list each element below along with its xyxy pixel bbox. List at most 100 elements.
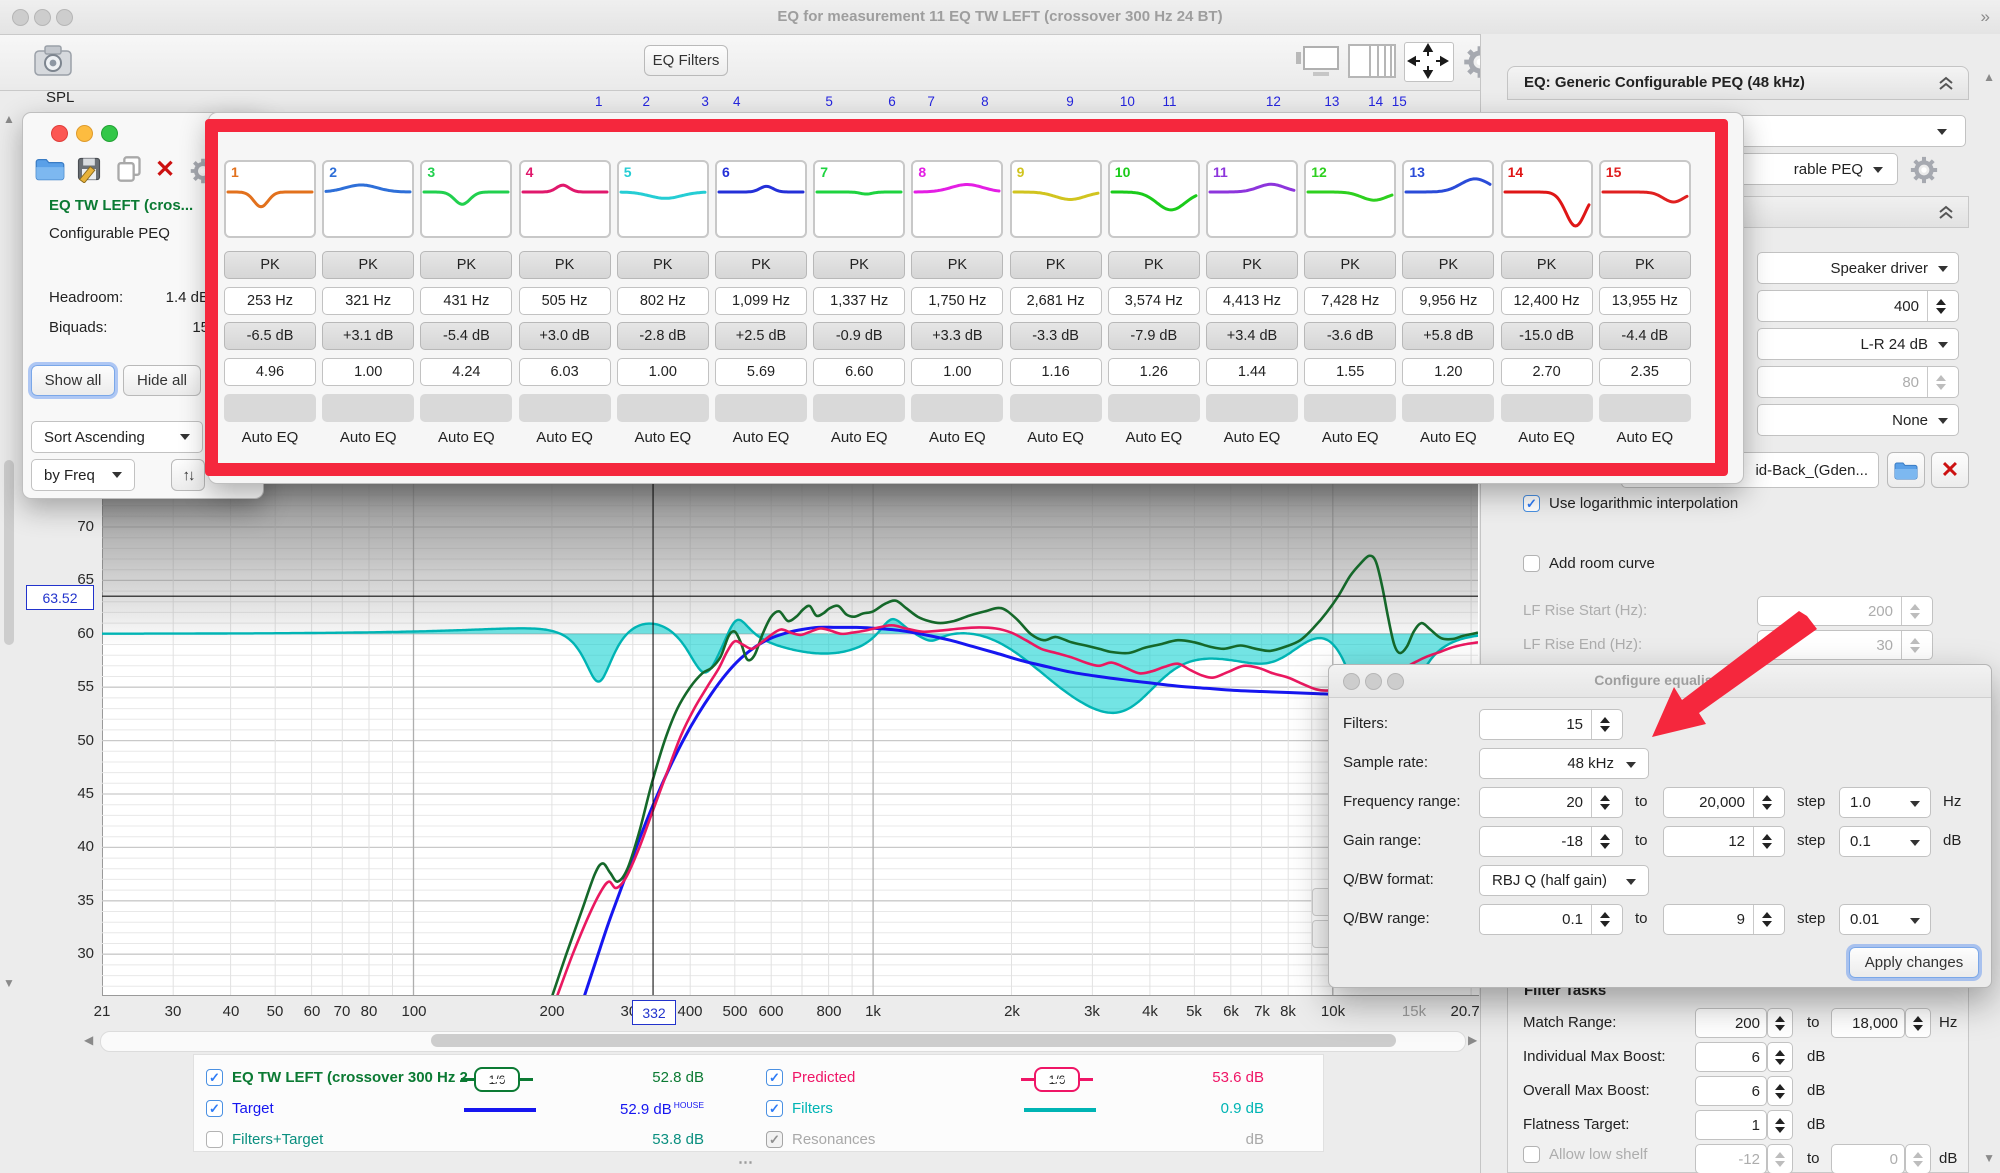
gain-range-to-spinner[interactable]: 12 xyxy=(1663,826,1785,857)
filter-q-field[interactable]: 2.35 xyxy=(1599,358,1691,386)
log-interp-checkbox[interactable]: ✓ xyxy=(1523,495,1540,512)
filter-shape-card[interactable]: 8 xyxy=(911,160,1003,238)
filter-type-button[interactable]: PK xyxy=(1108,251,1200,279)
auto-eq-button[interactable]: Auto EQ xyxy=(322,429,414,453)
filter-type-button[interactable]: PK xyxy=(813,251,905,279)
house-curve-dropdown[interactable]: None xyxy=(1757,404,1959,436)
filter-frequency-field[interactable]: 802 Hz xyxy=(617,287,709,315)
filter-bypass-button[interactable] xyxy=(813,394,905,422)
filter-shape-card[interactable]: 3 xyxy=(420,160,512,238)
filter-q-field[interactable]: 1.20 xyxy=(1402,358,1494,386)
filter-shape-card[interactable]: 5 xyxy=(617,160,709,238)
filter-frequency-field[interactable]: 1,750 Hz xyxy=(911,287,1003,315)
filter-gain-field[interactable]: -4.4 dB xyxy=(1599,322,1691,350)
filter-q-field[interactable]: 6.60 xyxy=(813,358,905,386)
auto-eq-button[interactable]: Auto EQ xyxy=(519,429,611,453)
filter-gain-field[interactable]: +3.3 dB xyxy=(911,322,1003,350)
pan-arrows-icon[interactable] xyxy=(1404,42,1454,82)
toolbar-overflow-chevron[interactable]: » xyxy=(1981,7,1990,27)
filter-type-button[interactable]: PK xyxy=(1599,251,1691,279)
auto-eq-button[interactable]: Auto EQ xyxy=(813,429,905,453)
overall-max-boost-spinner[interactable]: 6 xyxy=(1695,1076,1767,1106)
sort-direction-button[interactable]: ↑↓ xyxy=(171,459,205,491)
clear-file-button[interactable]: ✕ xyxy=(1931,452,1969,488)
filter-gain-field[interactable]: -15.0 dB xyxy=(1501,322,1593,350)
filter-bypass-button[interactable] xyxy=(617,394,709,422)
room-curve-checkbox[interactable]: ✓ xyxy=(1523,555,1540,572)
filter-gain-field[interactable]: -0.9 dB xyxy=(813,322,905,350)
auto-eq-button[interactable]: Auto EQ xyxy=(617,429,709,453)
legend-checkbox[interactable]: ✓ xyxy=(766,1100,783,1117)
filter-gain-field[interactable]: -6.5 dB xyxy=(224,322,316,350)
filter-frequency-field[interactable]: 321 Hz xyxy=(322,287,414,315)
legend-checkbox[interactable]: ✓ xyxy=(206,1100,223,1117)
browse-file-button[interactable] xyxy=(1887,452,1925,488)
eq-filters-button[interactable]: EQ Filters xyxy=(644,45,728,76)
filter-frequency-field[interactable]: 7,428 Hz xyxy=(1304,287,1396,315)
legend-checkbox[interactable]: ✓ xyxy=(766,1131,783,1148)
window-resize-handle-dots[interactable]: ⋯ xyxy=(738,1153,755,1171)
filter-type-button[interactable]: PK xyxy=(322,251,414,279)
filter-shape-card[interactable]: 11 xyxy=(1206,160,1298,238)
filter-q-field[interactable]: 1.16 xyxy=(1010,358,1102,386)
gain-step-dropdown[interactable]: 0.1 xyxy=(1839,826,1931,857)
filter-bypass-button[interactable] xyxy=(715,394,807,422)
auto-eq-button[interactable]: Auto EQ xyxy=(1402,429,1494,453)
filter-type-button[interactable]: PK xyxy=(1501,251,1593,279)
eq-panel-header[interactable]: EQ: Generic Configurable PEQ (48 kHz) xyxy=(1507,66,1969,100)
gain-range-from-spinner[interactable]: -18 xyxy=(1479,826,1623,857)
filter-gain-field[interactable]: -3.3 dB xyxy=(1010,322,1102,350)
filter-frequency-field[interactable]: 431 Hz xyxy=(420,287,512,315)
freq-range-to-spinner[interactable]: 20,000 xyxy=(1663,787,1785,818)
auto-eq-button[interactable]: Auto EQ xyxy=(1206,429,1298,453)
filter-frequency-field[interactable]: 2,681 Hz xyxy=(1010,287,1102,315)
filter-bypass-button[interactable] xyxy=(1206,394,1298,422)
save-filters-icon[interactable] xyxy=(75,155,105,185)
qbw-format-dropdown[interactable]: RBJ Q (half gain) xyxy=(1479,865,1649,896)
filter-bypass-button[interactable] xyxy=(1108,394,1200,422)
filter-gain-field[interactable]: -2.8 dB xyxy=(617,322,709,350)
log-interp-row[interactable]: ✓ Use logarithmic interpolation xyxy=(1523,495,1738,512)
filter-frequency-field[interactable]: 4,413 Hz xyxy=(1206,287,1298,315)
filter-shape-card[interactable]: 14 xyxy=(1501,160,1593,238)
filter-type-button[interactable]: PK xyxy=(911,251,1003,279)
sort-key-dropdown[interactable]: by Freq xyxy=(31,459,135,491)
legend-checkbox[interactable]: ✓ xyxy=(206,1069,223,1086)
crossover-frequency-spinner[interactable]: 400 xyxy=(1757,290,1959,322)
legend-checkbox[interactable]: ✓ xyxy=(766,1069,783,1086)
auto-eq-button[interactable]: Auto EQ xyxy=(1599,429,1691,453)
filter-q-field[interactable]: 4.24 xyxy=(420,358,512,386)
filter-frequency-field[interactable]: 1,099 Hz xyxy=(715,287,807,315)
apply-changes-button[interactable]: Apply changes xyxy=(1849,947,1979,978)
filter-frequency-field[interactable]: 9,956 Hz xyxy=(1402,287,1494,315)
layout-monitor-icon[interactable] xyxy=(1295,44,1341,78)
auto-eq-button[interactable]: Auto EQ xyxy=(1501,429,1593,453)
filter-frequency-field[interactable]: 3,574 Hz xyxy=(1108,287,1200,315)
filter-type-button[interactable]: PK xyxy=(617,251,709,279)
filter-shape-card[interactable]: 2 xyxy=(322,160,414,238)
individual-max-boost-spinner[interactable]: 6 xyxy=(1695,1042,1767,1072)
filter-type-button[interactable]: PK xyxy=(420,251,512,279)
filter-bypass-button[interactable] xyxy=(224,394,316,422)
filter-bypass-button[interactable] xyxy=(1402,394,1494,422)
match-range-from-spinner[interactable]: 200 xyxy=(1695,1008,1767,1038)
collapse-section-icon[interactable] xyxy=(1938,75,1954,96)
sort-order-dropdown[interactable]: Sort Ascending xyxy=(31,421,203,453)
filter-gain-field[interactable]: +3.4 dB xyxy=(1206,322,1298,350)
filter-shape-card[interactable]: 7 xyxy=(813,160,905,238)
auto-eq-button[interactable]: Auto EQ xyxy=(1108,429,1200,453)
filter-frequency-field[interactable]: 253 Hz xyxy=(224,287,316,315)
capture-camera-icon[interactable] xyxy=(32,42,74,80)
match-range-to-spinner[interactable]: 18,000 xyxy=(1831,1008,1905,1038)
freq-step-dropdown[interactable]: 1.0 xyxy=(1839,787,1931,818)
filter-gain-field[interactable]: -3.6 dB xyxy=(1304,322,1396,350)
auto-eq-button[interactable]: Auto EQ xyxy=(1304,429,1396,453)
auto-eq-button[interactable]: Auto EQ xyxy=(715,429,807,453)
filter-bypass-button[interactable] xyxy=(322,394,414,422)
qbw-range-from-spinner[interactable]: 0.1 xyxy=(1479,904,1623,935)
filter-shape-card[interactable]: 13 xyxy=(1402,160,1494,238)
scroll-right-icon[interactable]: ▶ xyxy=(1468,1033,1477,1047)
filter-shape-card[interactable]: 12 xyxy=(1304,160,1396,238)
filter-type-button[interactable]: PK xyxy=(1206,251,1298,279)
show-all-button[interactable]: Show all xyxy=(31,365,115,396)
